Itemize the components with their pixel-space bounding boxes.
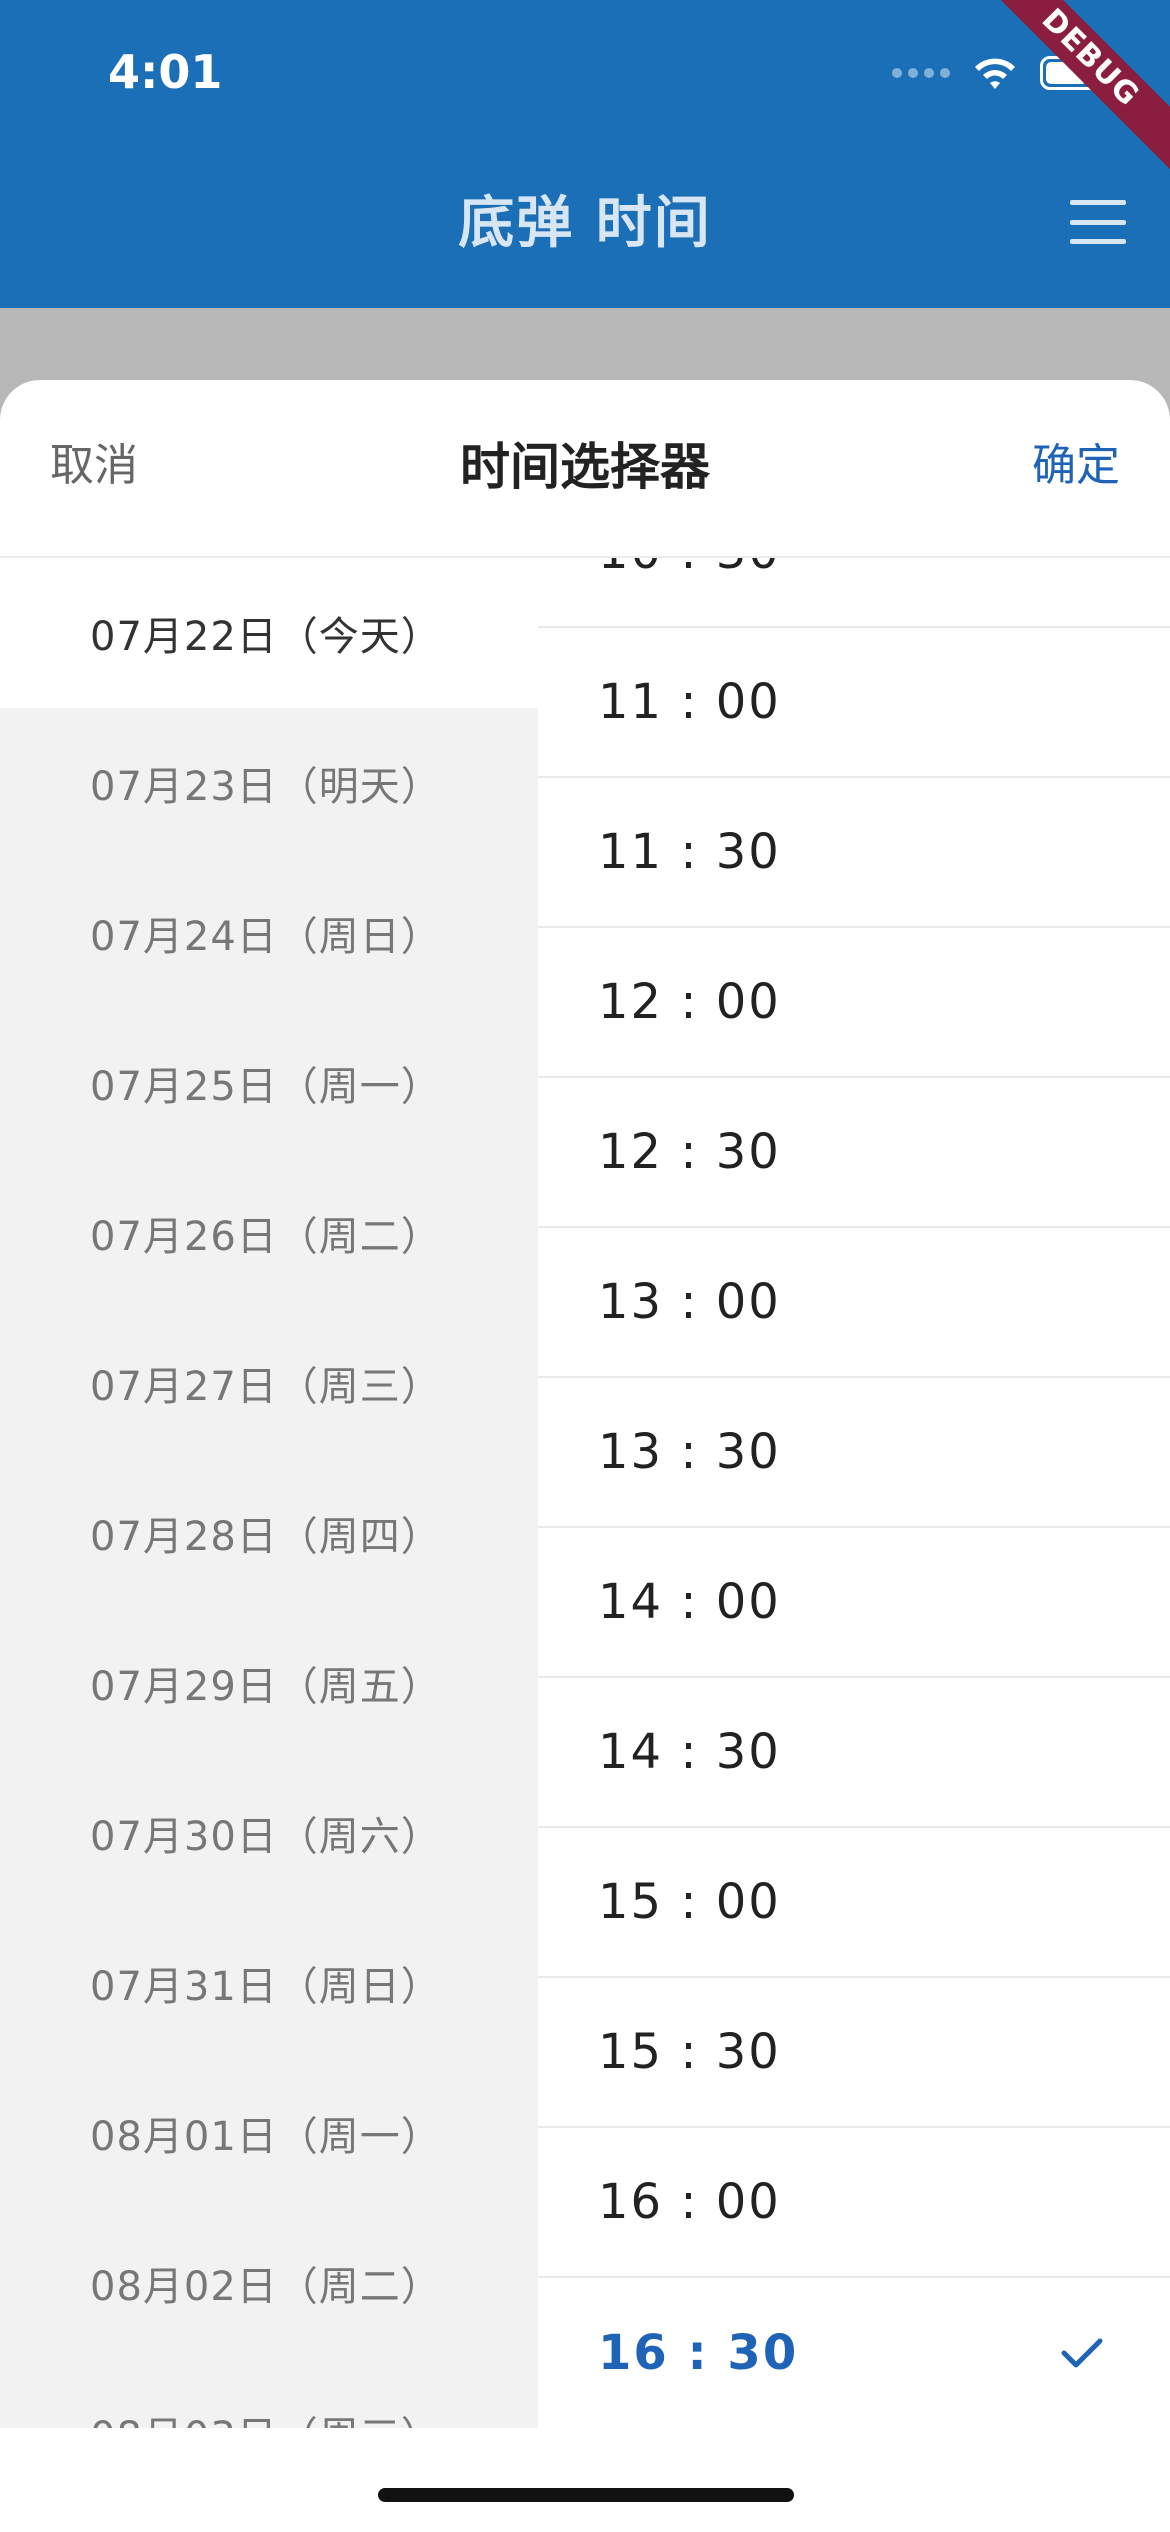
time-item[interactable]: 15 : 30 xyxy=(538,1978,1170,2128)
time-item[interactable]: 15 : 00 xyxy=(538,1828,1170,1978)
date-item[interactable]: 07月23日（明天） xyxy=(90,764,442,810)
time-item[interactable]: 11 : 30 xyxy=(538,778,1170,928)
cellular-signal-icon xyxy=(892,68,950,78)
sheet-title: 时间选择器 xyxy=(460,438,710,496)
time-label: 11 : 30 xyxy=(598,824,781,880)
time-item[interactable]: 12 : 00 xyxy=(538,928,1170,1078)
time-label: 12 : 00 xyxy=(598,974,781,1030)
confirm-button[interactable]: 确定 xyxy=(1032,440,1120,491)
hamburger-menu-icon[interactable] xyxy=(1070,200,1126,244)
time-item[interactable]: 16 : 00 xyxy=(538,2128,1170,2278)
time-label: 13 : 00 xyxy=(598,1274,781,1330)
check-icon xyxy=(1058,2329,1106,2377)
time-item[interactable]: 14 : 30 xyxy=(538,1678,1170,1828)
time-item[interactable]: 11 : 00 xyxy=(538,628,1170,778)
date-item[interactable]: 08月01日（周一） xyxy=(90,2114,442,2160)
time-label: 15 : 30 xyxy=(598,2024,781,2080)
date-item[interactable]: 07月28日（周四） xyxy=(90,1514,442,1560)
time-list-scroll: 10 : 30 11 : 00 11 : 30 12 : 00 12 : 30 … xyxy=(538,558,1170,2428)
cancel-button[interactable]: 取消 xyxy=(50,440,138,491)
date-item[interactable]: 07月25日（周一） xyxy=(90,1064,442,1110)
time-label: 12 : 30 xyxy=(598,1124,781,1180)
time-item[interactable]: 13 : 00 xyxy=(538,1228,1170,1378)
time-label: 14 : 30 xyxy=(598,1724,781,1780)
time-label: 14 : 00 xyxy=(598,1574,781,1630)
date-item[interactable]: 08月02日（周二） xyxy=(90,2264,442,2310)
time-label: 16 : 00 xyxy=(598,2174,781,2230)
date-item[interactable]: 07月30日（周六） xyxy=(90,1814,442,1860)
time-list[interactable]: 10 : 30 11 : 00 11 : 30 12 : 00 12 : 30 … xyxy=(538,558,1170,2428)
time-label: 15 : 00 xyxy=(598,1874,781,1930)
page-title: 底弹 时间 xyxy=(458,191,712,256)
time-item[interactable]: 13 : 30 xyxy=(538,1378,1170,1528)
date-item[interactable]: 07月24日（周日） xyxy=(90,914,442,960)
sheet-header: 取消 时间选择器 确定 xyxy=(0,380,1170,558)
date-item[interactable]: 07月29日（周五） xyxy=(90,1664,442,1710)
date-item[interactable]: 07月22日（今天） xyxy=(0,558,538,708)
time-item[interactable]: 12 : 30 xyxy=(538,1078,1170,1228)
date-list[interactable]: 07月22日（今天） 07月23日（明天） 07月24日（周日） 07月25日（… xyxy=(0,558,538,2428)
app-bar: 4:01 DEBUG 底弹 时间 xyxy=(0,0,1170,308)
date-item[interactable]: 07月31日（周日） xyxy=(90,1964,442,2010)
wifi-icon xyxy=(968,53,1022,93)
time-item[interactable]: 14 : 00 xyxy=(538,1528,1170,1678)
time-label: 11 : 00 xyxy=(598,674,781,730)
time-label: 10 : 30 xyxy=(598,558,781,580)
date-item[interactable]: 08月03日（周三） xyxy=(0,2358,538,2428)
time-label: 16 : 30 xyxy=(598,2325,799,2381)
date-item[interactable]: 07月26日（周二） xyxy=(90,1214,442,1260)
time-item[interactable]: 10 : 30 xyxy=(538,558,1170,628)
home-indicator[interactable] xyxy=(378,2488,794,2502)
time-item-selected[interactable]: 16 : 30 xyxy=(538,2278,1170,2428)
date-item[interactable]: 07月27日（周三） xyxy=(90,1364,442,1410)
time-label: 13 : 30 xyxy=(598,1424,781,1480)
bottom-safe-area xyxy=(0,2428,1170,2532)
time-picker-sheet: 取消 时间选择器 确定 07月22日（今天） 07月23日（明天） 07月24日… xyxy=(0,380,1170,2532)
status-time: 4:01 xyxy=(108,45,223,99)
